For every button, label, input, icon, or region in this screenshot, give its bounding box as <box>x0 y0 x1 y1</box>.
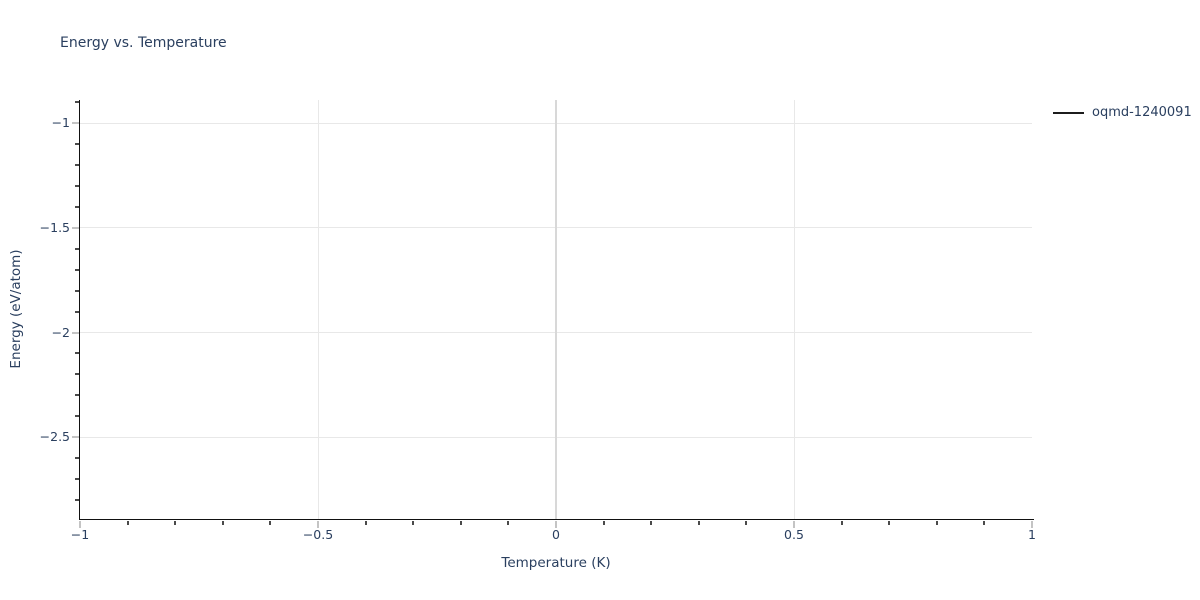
x-major-tick <box>317 520 319 528</box>
x-axis-line <box>78 518 1034 520</box>
y-tick-label: −1 <box>51 115 70 131</box>
y-major-tick <box>71 226 79 229</box>
y-major-tick <box>71 122 79 125</box>
x-minor-tick <box>221 520 224 525</box>
x-tick-label: 1 <box>1028 527 1036 542</box>
y-minor-tick <box>74 499 79 502</box>
x-minor-tick <box>269 520 272 525</box>
x-major-tick <box>793 520 795 528</box>
legend-item-oqmd-1240091[interactable]: oqmd-1240091 <box>1053 105 1192 120</box>
x-major-tick <box>1031 520 1033 528</box>
x-minor-tick <box>602 520 605 525</box>
y-minor-tick <box>74 142 79 145</box>
x-minor-tick <box>174 520 177 525</box>
x-minor-tick <box>364 520 367 525</box>
y-minor-tick <box>74 184 79 187</box>
y-minor-tick <box>74 394 79 397</box>
x-minor-tick <box>507 520 510 525</box>
v-gridline <box>317 100 319 519</box>
x-tick-label: −1 <box>70 527 90 542</box>
x-minor-tick <box>745 520 748 525</box>
y-minor-tick <box>74 415 79 418</box>
x-minor-tick <box>126 520 129 525</box>
x-minor-tick <box>840 520 843 525</box>
y-minor-tick <box>74 268 79 271</box>
x-axis-title: Temperature (K) <box>501 555 611 571</box>
legend: oqmd-1240091 <box>1053 105 1192 120</box>
y-minor-tick <box>74 289 79 292</box>
y-tick-label: −1.5 <box>39 219 70 235</box>
x-major-tick <box>79 520 81 528</box>
chart-title: Energy vs. Temperature <box>60 35 227 51</box>
y-minor-tick <box>74 310 79 313</box>
y-tick-label: −2.5 <box>39 429 70 445</box>
y-minor-tick <box>74 205 79 208</box>
y-major-tick <box>71 331 79 334</box>
x-minor-tick <box>459 520 462 525</box>
y-minor-tick <box>74 373 79 376</box>
x-minor-tick <box>697 520 700 525</box>
x-minor-tick <box>935 520 938 525</box>
y-minor-tick <box>74 247 79 250</box>
x-minor-tick <box>983 520 986 525</box>
x-minor-tick <box>650 520 653 525</box>
x-major-tick <box>555 520 557 528</box>
y-minor-tick <box>74 478 79 481</box>
y-tick-label: −2 <box>51 324 70 340</box>
zero-gridline <box>555 100 557 519</box>
y-minor-tick <box>74 457 79 460</box>
x-minor-tick <box>412 520 415 525</box>
legend-label: oqmd-1240091 <box>1092 105 1192 120</box>
y-major-tick <box>71 436 79 439</box>
y-axis-title: Energy (eV/atom) <box>8 249 24 369</box>
y-axis-line <box>78 100 80 520</box>
y-minor-tick <box>74 163 79 166</box>
x-tick-label: −0.5 <box>302 527 334 542</box>
legend-line-sample-icon <box>1053 111 1084 114</box>
y-minor-tick <box>74 101 79 104</box>
v-gridline <box>793 100 795 519</box>
x-tick-label: 0 <box>552 527 560 542</box>
x-minor-tick <box>888 520 891 525</box>
y-minor-tick <box>74 352 79 355</box>
x-tick-label: 0.5 <box>784 527 804 542</box>
